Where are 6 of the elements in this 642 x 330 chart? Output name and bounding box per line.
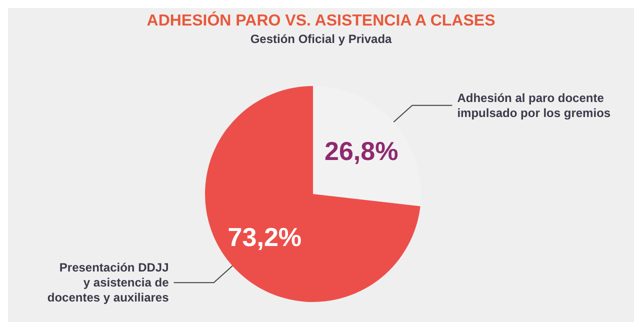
chart-subtitle: Gestión Oficial y Privada: [250, 32, 392, 46]
data-label: 26,8%: [324, 136, 398, 166]
slice-label: Presentación DDJJ y asistencia de docentes y auxiliares: [47, 260, 170, 305]
chart-title: ADHESIÓN PARO VS. ASISTENCIA A CLASES: [146, 10, 496, 30]
data-label: 73,2%: [228, 222, 302, 252]
slice-label: Adhesión al paro docente impulsado por los gremios: [457, 90, 611, 120]
